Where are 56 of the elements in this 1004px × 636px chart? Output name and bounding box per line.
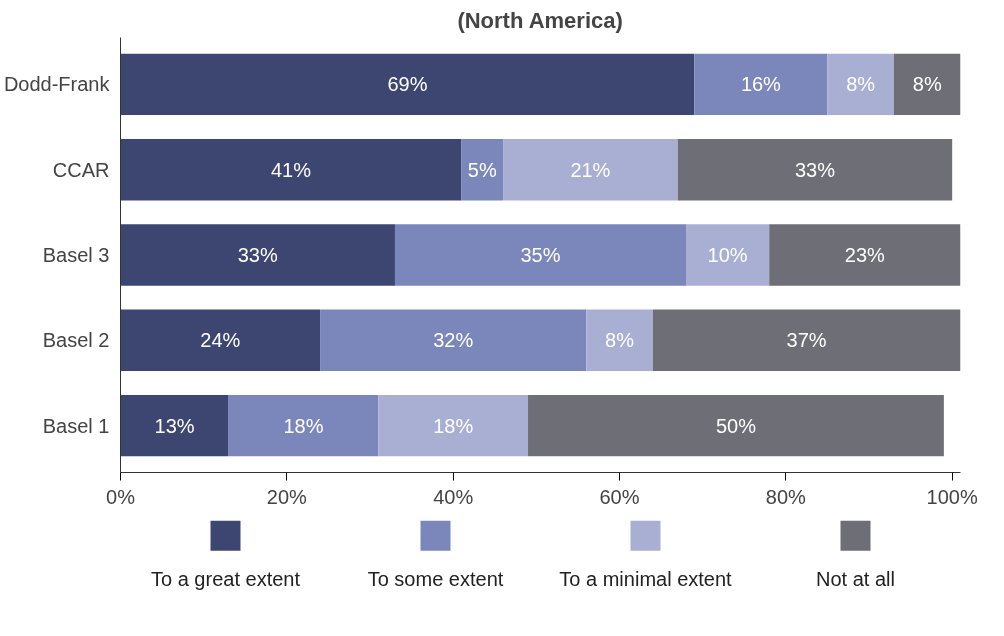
- data-label: 33%: [237, 244, 278, 266]
- x-tick-label: 40%: [433, 485, 474, 508]
- data-label: 24%: [200, 329, 241, 352]
- y-tick-label: Basel 2: [42, 329, 110, 352]
- data-label: 23%: [844, 244, 886, 266]
- x-tick-label: 80%: [765, 485, 807, 508]
- y-tick-label: Dodd-Frank: [3, 73, 111, 96]
- bar: [686, 224, 770, 286]
- bar: [677, 139, 953, 201]
- y-tick-label: CCAR: [52, 158, 110, 181]
- bar: [893, 53, 961, 116]
- bar: [120, 224, 395, 286]
- bar: [320, 309, 587, 371]
- x-tick-label: 100%: [926, 485, 978, 508]
- data-label: 35%: [520, 244, 561, 266]
- bar: [652, 309, 961, 371]
- data-label: 50%: [715, 414, 757, 437]
- x-tick-label: 0%: [106, 485, 136, 508]
- bar: [394, 224, 687, 286]
- bar: [461, 139, 504, 201]
- bar: [586, 309, 653, 371]
- legend-label: To some extent: [367, 568, 504, 590]
- data-label: 21%: [570, 158, 611, 181]
- x-tick-label: 20%: [266, 485, 308, 508]
- bar: [120, 394, 229, 457]
- data-label: 18%: [433, 414, 474, 437]
- bar: [120, 139, 462, 201]
- bar: [503, 139, 678, 201]
- bar: [528, 394, 944, 457]
- bar: [228, 394, 379, 457]
- data-label: 33%: [794, 158, 836, 181]
- data-label: 8%: [605, 329, 635, 352]
- data-label: 32%: [433, 329, 474, 352]
- legend-label: To a great extent: [151, 568, 301, 590]
- data-label: 41%: [270, 158, 312, 181]
- data-label: 10%: [707, 244, 748, 266]
- data-label: 16%: [740, 73, 782, 96]
- bar: [827, 53, 894, 116]
- legend-label: Not at all: [816, 568, 895, 590]
- y-tick-label: Basel 1: [42, 414, 110, 437]
- bar: [694, 53, 828, 116]
- bar: [120, 53, 695, 116]
- data-label: 18%: [283, 414, 324, 437]
- legend-label: To a minimal extent: [559, 568, 733, 590]
- data-label: 13%: [154, 414, 195, 437]
- bar: [769, 224, 961, 286]
- bar: [120, 309, 321, 371]
- data-label: 69%: [387, 73, 428, 96]
- chart-title: (North America): [457, 7, 623, 33]
- data-label: 37%: [786, 329, 827, 352]
- data-label: 8%: [846, 73, 876, 96]
- data-label: 5%: [467, 158, 497, 181]
- data-label: 8%: [912, 73, 942, 96]
- y-tick-label: Basel 3: [42, 244, 110, 266]
- x-tick-label: 60%: [599, 485, 640, 508]
- bar: [378, 394, 529, 457]
